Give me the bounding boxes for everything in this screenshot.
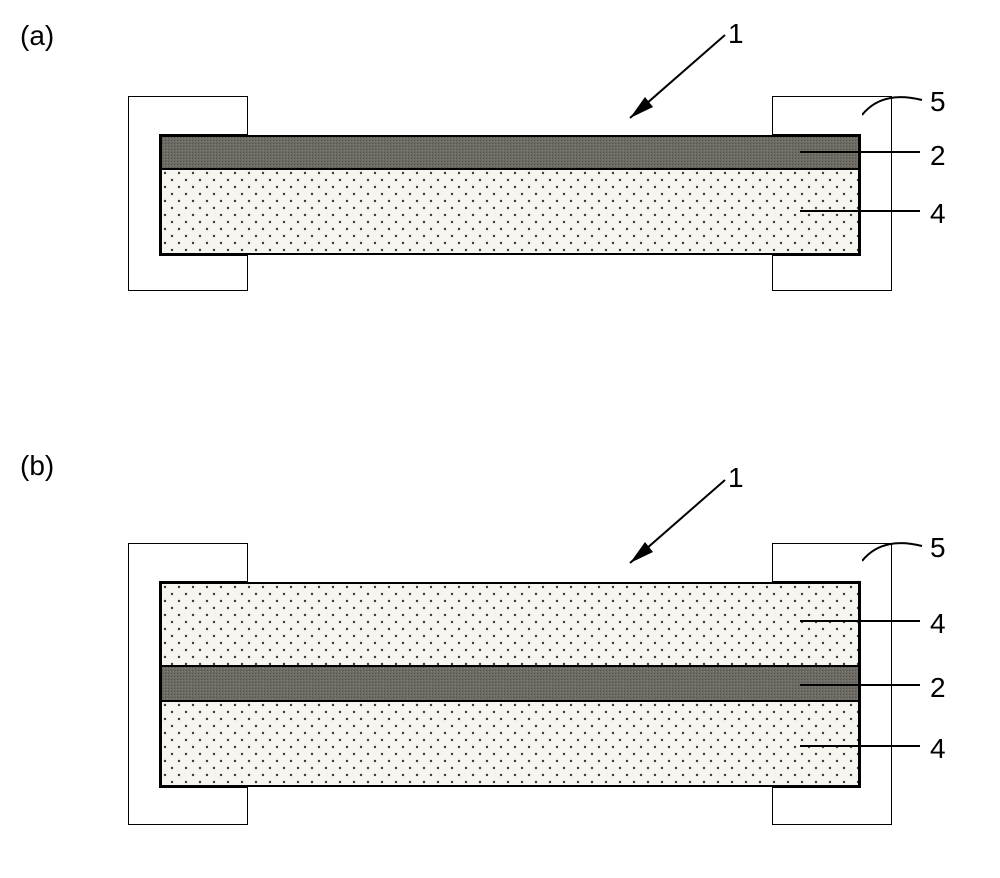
- layer-2-a: [160, 135, 860, 170]
- end-cap-left-a: [128, 96, 248, 291]
- callout-line-2-b: [800, 684, 920, 686]
- layer-4-a: [160, 170, 860, 255]
- callout-num-2-b: 2: [930, 672, 946, 704]
- layer-4-bot-b: [160, 702, 860, 787]
- panel-label-a: (a): [20, 20, 54, 52]
- layer-2-b: [160, 667, 860, 702]
- end-cap-left-b: [128, 543, 248, 825]
- panel-label-b: (b): [20, 450, 54, 482]
- end-cap-right-a: [772, 96, 892, 291]
- callout-line-2-a: [800, 151, 920, 153]
- layer-4-top-b: [160, 582, 860, 667]
- callout-num-2-a: 2: [930, 140, 946, 172]
- callout-num-4t-b: 4: [930, 608, 946, 640]
- callout-line-4-a: [800, 210, 920, 212]
- callout-num-4-a: 4: [930, 198, 946, 230]
- figure-canvas: (a) 1: [0, 0, 1000, 878]
- callout-num-4b-b: 4: [930, 733, 946, 765]
- ref-label-1-a: 1: [728, 18, 744, 50]
- ref-label-1-b: 1: [728, 462, 744, 494]
- callout-line-4b-b: [800, 745, 920, 747]
- callout-line-4t-b: [800, 620, 920, 622]
- callout-line-5-b: [862, 536, 924, 566]
- callout-line-5-a: [862, 90, 924, 120]
- callout-num-5-a: 5: [930, 86, 946, 118]
- callout-num-5-b: 5: [930, 532, 946, 564]
